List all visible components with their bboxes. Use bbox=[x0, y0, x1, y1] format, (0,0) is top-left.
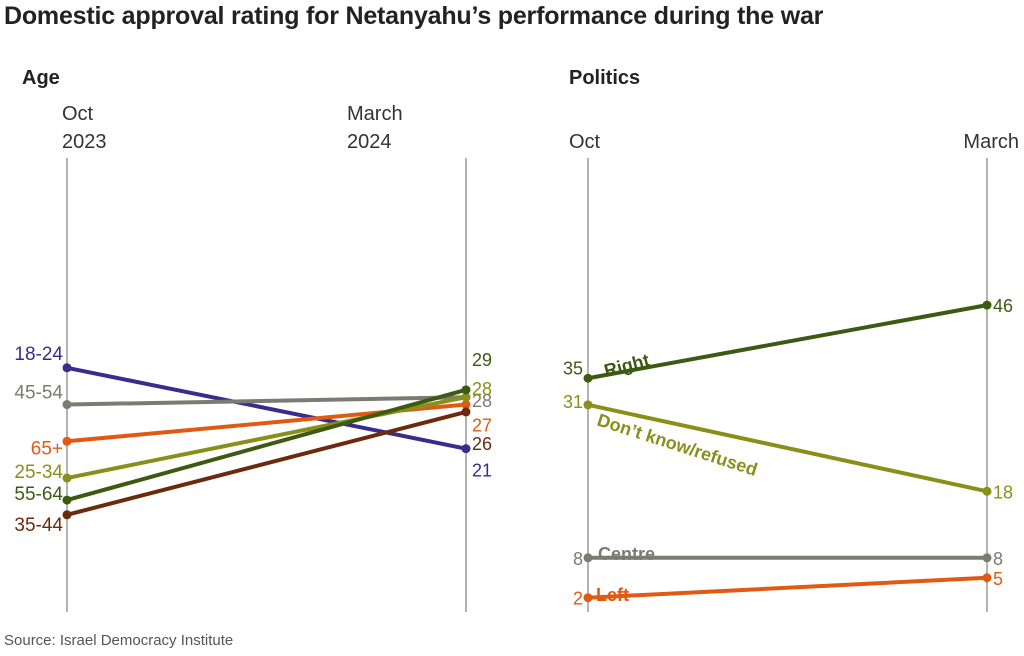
politics-end-value-label: 46 bbox=[993, 296, 1013, 316]
politics-start-value-label: 2 bbox=[573, 589, 583, 609]
age-x-label: Oct bbox=[62, 103, 94, 125]
age-x-label: March bbox=[347, 103, 403, 125]
age-point-start bbox=[63, 474, 72, 483]
age-x-label: 2024 bbox=[347, 131, 392, 153]
age-series-label: 55-64 bbox=[14, 484, 63, 505]
politics-end-value-label: 8 bbox=[993, 549, 1003, 569]
age-series-line bbox=[67, 412, 466, 515]
age-end-value-label: 28 bbox=[472, 379, 492, 399]
politics-series-label: Right bbox=[602, 350, 652, 381]
age-point-end bbox=[462, 407, 471, 416]
age-series-label: 18-24 bbox=[14, 344, 63, 365]
politics-point-end bbox=[983, 301, 992, 310]
age-point-start bbox=[63, 437, 72, 446]
age-panel-title: Age bbox=[22, 67, 60, 89]
politics-point-start bbox=[584, 374, 593, 383]
age-series-label: 25-34 bbox=[14, 462, 63, 483]
politics-x-label: Oct bbox=[569, 131, 601, 153]
politics-start-value-label: 35 bbox=[563, 358, 583, 378]
politics-panel-title: Politics bbox=[569, 67, 640, 89]
age-point-end bbox=[462, 444, 471, 453]
age-end-value-label: 26 bbox=[472, 434, 492, 454]
politics-x-label: March bbox=[963, 131, 1019, 153]
politics-point-start bbox=[584, 400, 593, 409]
age-point-start bbox=[63, 496, 72, 505]
politics-point-end bbox=[983, 573, 992, 582]
age-series-label: 45-54 bbox=[14, 383, 63, 404]
age-series-label: 35-44 bbox=[14, 515, 63, 536]
politics-series-label: Centre bbox=[598, 544, 655, 564]
politics-start-value-label: 31 bbox=[563, 392, 583, 412]
politics-end-value-label: 18 bbox=[993, 482, 1013, 502]
age-point-start bbox=[63, 510, 72, 519]
age-point-start bbox=[63, 400, 72, 409]
politics-series-line bbox=[588, 578, 987, 598]
source-note: Source: Israel Democracy Institute bbox=[4, 632, 233, 649]
politics-series-line bbox=[588, 405, 987, 491]
politics-series-label: Left bbox=[596, 585, 629, 605]
politics-point-end bbox=[983, 487, 992, 496]
age-end-value-label: 29 bbox=[472, 350, 492, 370]
politics-end-value-label: 5 bbox=[993, 569, 1003, 589]
age-end-value-label: 27 bbox=[472, 416, 492, 436]
age-point-start bbox=[63, 363, 72, 372]
age-x-label: 2023 bbox=[62, 131, 107, 153]
age-series-line bbox=[67, 397, 466, 404]
politics-series-label: Don’t know/refused bbox=[595, 410, 760, 480]
age-end-value-label: 21 bbox=[472, 461, 492, 481]
age-point-end bbox=[462, 385, 471, 394]
politics-point-start bbox=[584, 553, 593, 562]
politics-point-start bbox=[584, 593, 593, 602]
politics-point-end bbox=[983, 553, 992, 562]
politics-start-value-label: 8 bbox=[573, 549, 583, 569]
chart-canvas: AgeOct2023March20242118-242845-542765+28… bbox=[0, 0, 1024, 630]
age-series-label: 65+ bbox=[31, 438, 63, 459]
